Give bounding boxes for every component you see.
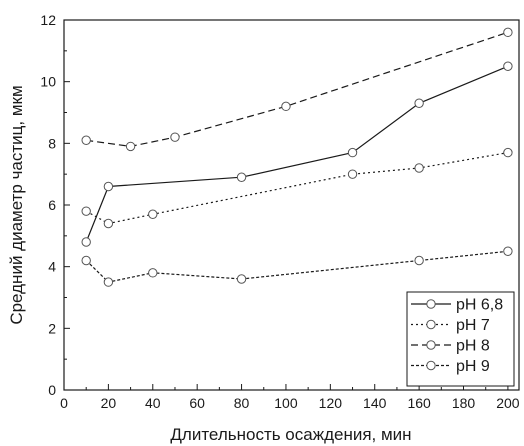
x-tick-label: 100 (274, 395, 298, 411)
data-point (503, 147, 513, 158)
legend-label: pH 6,8 (456, 297, 503, 314)
series-line-4 (85, 250, 508, 283)
data-point (81, 206, 91, 216)
data-point (148, 209, 158, 219)
y-tick-label: 2 (48, 320, 56, 336)
y-tick-label: 8 (48, 135, 56, 151)
data-point (236, 274, 247, 284)
data-point (81, 255, 91, 266)
data-point (103, 181, 114, 192)
data-point (170, 132, 180, 142)
series-line-3 (86, 31, 509, 148)
legend-marker (426, 340, 436, 350)
series-line-1 (85, 65, 509, 243)
legend-label: pH 9 (456, 358, 490, 375)
x-tick-label: 120 (319, 395, 343, 411)
data-point (414, 163, 424, 173)
data-point (103, 218, 114, 229)
x-tick-label: 140 (363, 395, 387, 411)
y-tick-label: 10 (40, 74, 56, 90)
data-point (148, 268, 158, 278)
data-point (503, 61, 513, 71)
data-point (103, 277, 114, 287)
data-point (81, 237, 91, 247)
legend-box (406, 291, 515, 387)
legend-label: pH 8 (456, 338, 490, 355)
data-point (503, 27, 513, 38)
legend-label: pH 7 (456, 317, 490, 334)
data-point (414, 255, 424, 266)
x-tick-label: 180 (452, 395, 476, 411)
legend-marker (426, 299, 436, 309)
data-point (347, 169, 358, 179)
y-tick-label: 6 (48, 197, 56, 213)
data-point (125, 141, 136, 152)
data-point (503, 246, 513, 256)
data-point (81, 135, 91, 145)
x-tick-label: 40 (145, 395, 161, 411)
data-point (347, 147, 358, 158)
y-tick-label: 4 (48, 259, 56, 275)
data-point (281, 101, 291, 112)
legend: pH 6,8 pH 7 pH 8 pH 9 (406, 291, 515, 387)
x-tick-label: 20 (101, 395, 117, 411)
x-axis-title: Длительность осаждения, мин (170, 425, 411, 444)
y-axis-title: Средний диаметр частиц, мкм (7, 85, 26, 324)
plot-frame (63, 19, 520, 391)
x-tick-label: 80 (234, 395, 250, 411)
y-tick-label: 0 (48, 382, 56, 398)
data-point (236, 172, 247, 182)
x-tick-label: 160 (407, 395, 431, 411)
x-tick-label: 0 (60, 395, 68, 411)
legend-marker (426, 319, 436, 330)
x-tick-label: 200 (496, 395, 520, 411)
legend-marker (426, 360, 436, 371)
x-tick-label: 60 (189, 395, 205, 411)
y-tick-label: 12 (40, 12, 56, 28)
data-point (414, 98, 424, 108)
